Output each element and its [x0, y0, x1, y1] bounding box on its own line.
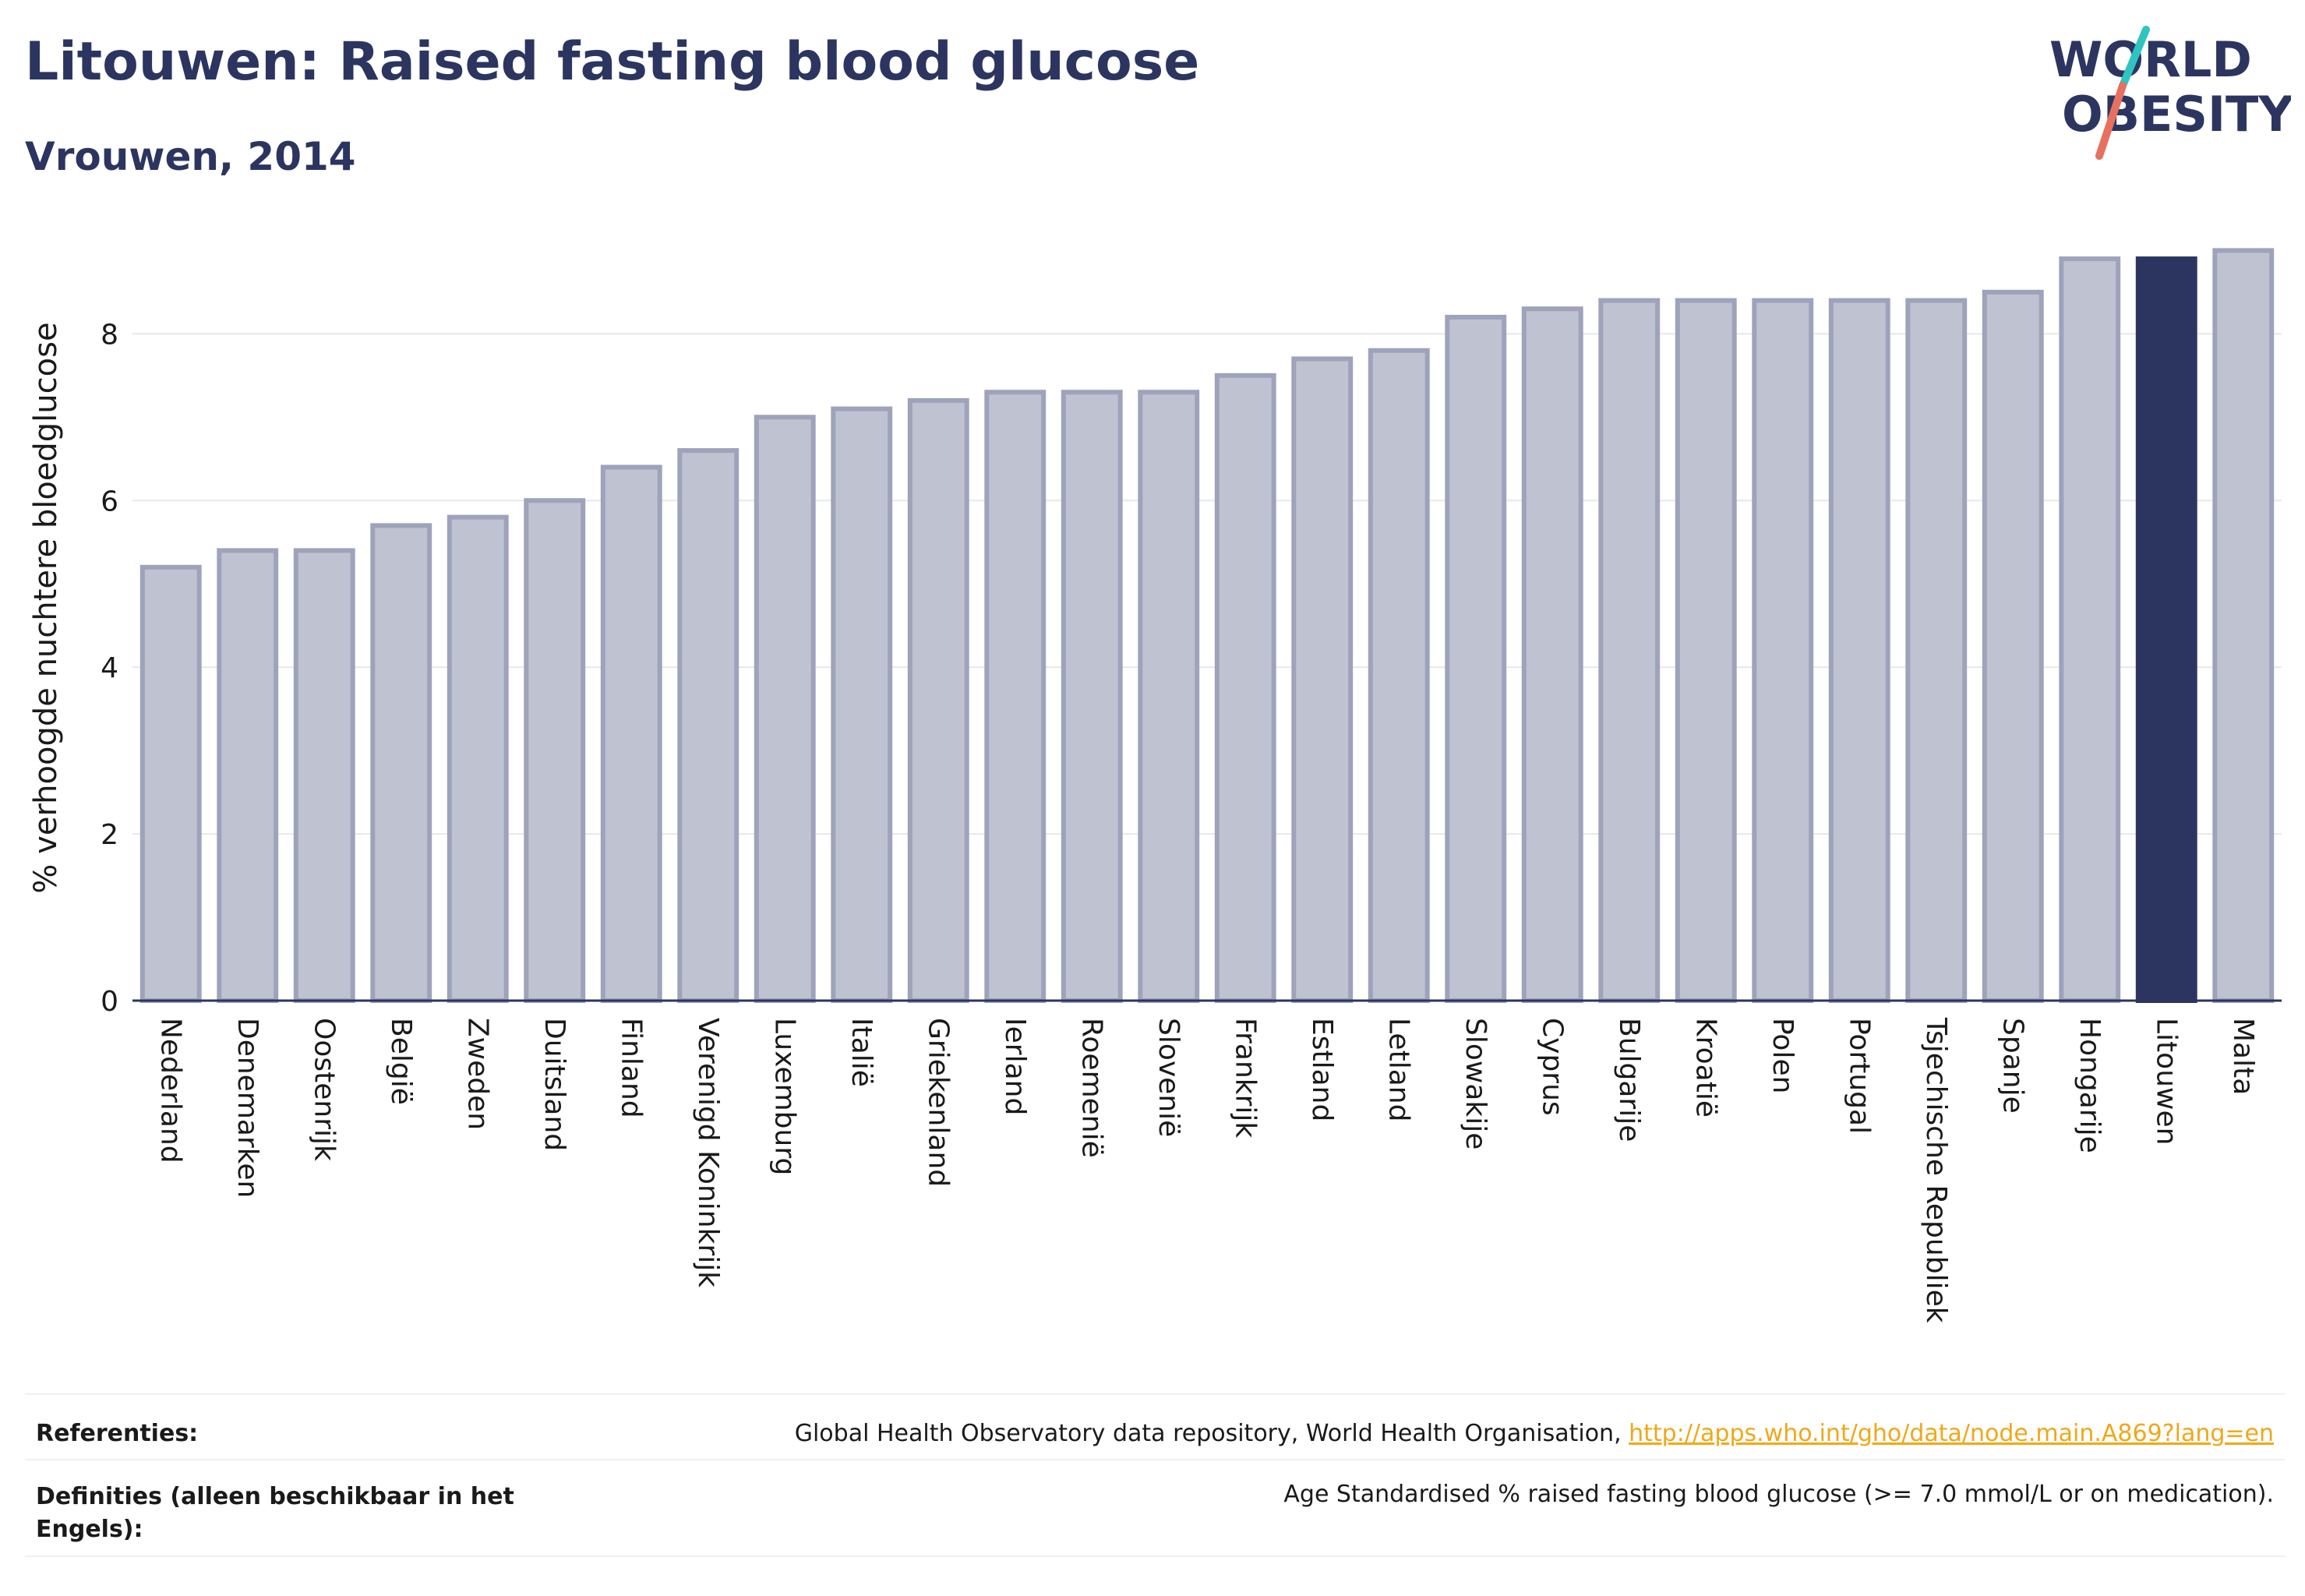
bars: [139, 248, 2275, 1004]
x-tick-label: Frankrijk: [1229, 1018, 1261, 1138]
x-tick-label: Italië: [845, 1018, 877, 1087]
y-tick-label: 6: [101, 486, 118, 517]
logo-word-obesity: OBESITY: [2062, 86, 2291, 143]
bar-ierland[interactable]: [984, 390, 1047, 1003]
bar-bulgarije[interactable]: [1598, 298, 1661, 1003]
x-tick-label: Spanje: [1996, 1018, 2028, 1114]
x-tick-label: Luxemburg: [768, 1018, 800, 1175]
x-tick-label: Roemenië: [1075, 1018, 1107, 1158]
x-tick-label: Litouwen: [2150, 1018, 2182, 1145]
y-tick-label: 0: [101, 986, 118, 1018]
x-tick-label: Letland: [1382, 1018, 1414, 1121]
bar-spanje[interactable]: [1982, 289, 2044, 1003]
bar-portugal[interactable]: [1828, 298, 1890, 1003]
references-label: Referenties:: [36, 1420, 199, 1447]
bar-frankrijk[interactable]: [1214, 373, 1276, 1003]
definitions-value: Age Standardised % raised fasting blood …: [1283, 1481, 2274, 1508]
bar-tsjechische-republiek[interactable]: [1905, 298, 1968, 1003]
x-tick-label: Zweden: [461, 1018, 493, 1130]
x-tick-label: Cyprus: [1536, 1018, 1568, 1116]
logo-slash-coral: [2095, 82, 2127, 160]
x-tick-label: Kroatië: [1689, 1018, 1721, 1118]
references-link[interactable]: http://apps.who.int/gho/data/node.main.A…: [1629, 1420, 2274, 1447]
bar-nederland[interactable]: [139, 564, 202, 1003]
bar-roemenië[interactable]: [1061, 390, 1123, 1003]
x-tick-label: Tsjechische Republiek: [1920, 1017, 1952, 1323]
bar-slowakije[interactable]: [1445, 314, 1507, 1003]
bar-oostenrijk[interactable]: [293, 548, 355, 1003]
bar-duitsland[interactable]: [524, 498, 586, 1003]
y-axis-label: % verhoogde nuchtere bloedglucose: [28, 322, 64, 893]
chart-subtitle: Vrouwen, 2014: [25, 134, 356, 179]
x-tick-label: Oostenrijk: [308, 1018, 340, 1161]
x-tick-label: Slovenië: [1152, 1018, 1184, 1137]
bar-polen[interactable]: [1752, 298, 1814, 1003]
x-tick-label: Nederland: [154, 1018, 186, 1163]
bar-kroatië[interactable]: [1675, 298, 1737, 1003]
world-obesity-logo: WORLD OBESITY: [2049, 26, 2291, 160]
bar-italië[interactable]: [831, 406, 893, 1003]
x-tick-label: Malta: [2227, 1018, 2259, 1095]
y-tick-label: 4: [101, 652, 118, 684]
bar-litouwen[interactable]: [2135, 256, 2197, 1003]
x-tick-label: Duitsland: [538, 1018, 570, 1151]
logo-slash-teal: [2119, 26, 2150, 90]
footer-divider-middle: [25, 1459, 2285, 1460]
references-value: Global Health Observatory data repositor…: [795, 1420, 2274, 1447]
chart-title: Litouwen: Raised fasting blood glucose: [25, 31, 1200, 93]
bar-slovenië[interactable]: [1138, 390, 1200, 1003]
x-tick-label: Estland: [1306, 1018, 1338, 1121]
bar-letland[interactable]: [1368, 348, 1430, 1003]
definitions-label: Definities (alleen beschikbaar in het En…: [36, 1483, 514, 1543]
x-tick-label: Verenigd Koninkrijk: [692, 1018, 724, 1287]
x-tick-label: Bulgarije: [1613, 1018, 1645, 1142]
bar-griekenland[interactable]: [907, 397, 969, 1003]
x-tick-label: Portugal: [1843, 1018, 1875, 1134]
bar-luxemburg[interactable]: [754, 415, 816, 1003]
bar-hongarije[interactable]: [2059, 256, 2121, 1003]
x-tick-label: Finland: [615, 1018, 647, 1118]
bar-finland[interactable]: [600, 464, 662, 1003]
x-tick-label: Griekenland: [922, 1018, 954, 1187]
bar-zweden[interactable]: [447, 514, 509, 1003]
logo-word-world: WORLD: [2049, 31, 2252, 88]
x-tick-label: Polen: [1767, 1018, 1798, 1093]
bar-estland[interactable]: [1291, 356, 1354, 1004]
references-text: Global Health Observatory data repositor…: [794, 1420, 1629, 1447]
y-tick-label: 2: [101, 819, 118, 851]
bar-chart: 0 2 4 6 8 Nederland Denemarken Oostenrijk België…: [28, 248, 2282, 1323]
footer-divider-top: [25, 1393, 2285, 1395]
x-tick-label: Denemarken: [231, 1018, 263, 1198]
y-tick-label: 8: [101, 319, 118, 351]
bar-denemarken[interactable]: [217, 548, 279, 1003]
bar-malta[interactable]: [2212, 248, 2275, 1003]
x-tick-label: België: [385, 1018, 417, 1105]
bar-verenigd-koninkrijk[interactable]: [677, 448, 740, 1003]
axes: 0 2 4 6 8 Nederland Denemarken Oostenrijk België…: [101, 319, 2282, 1323]
bar-cyprus[interactable]: [1521, 306, 1583, 1003]
bar-belgië[interactable]: [370, 523, 432, 1003]
x-tick-label: Ierland: [999, 1018, 1031, 1115]
x-tick-label: Slowakije: [1460, 1018, 1491, 1149]
x-tick-label: Hongarije: [2074, 1018, 2106, 1153]
footer-divider-bottom: [25, 1555, 2285, 1557]
